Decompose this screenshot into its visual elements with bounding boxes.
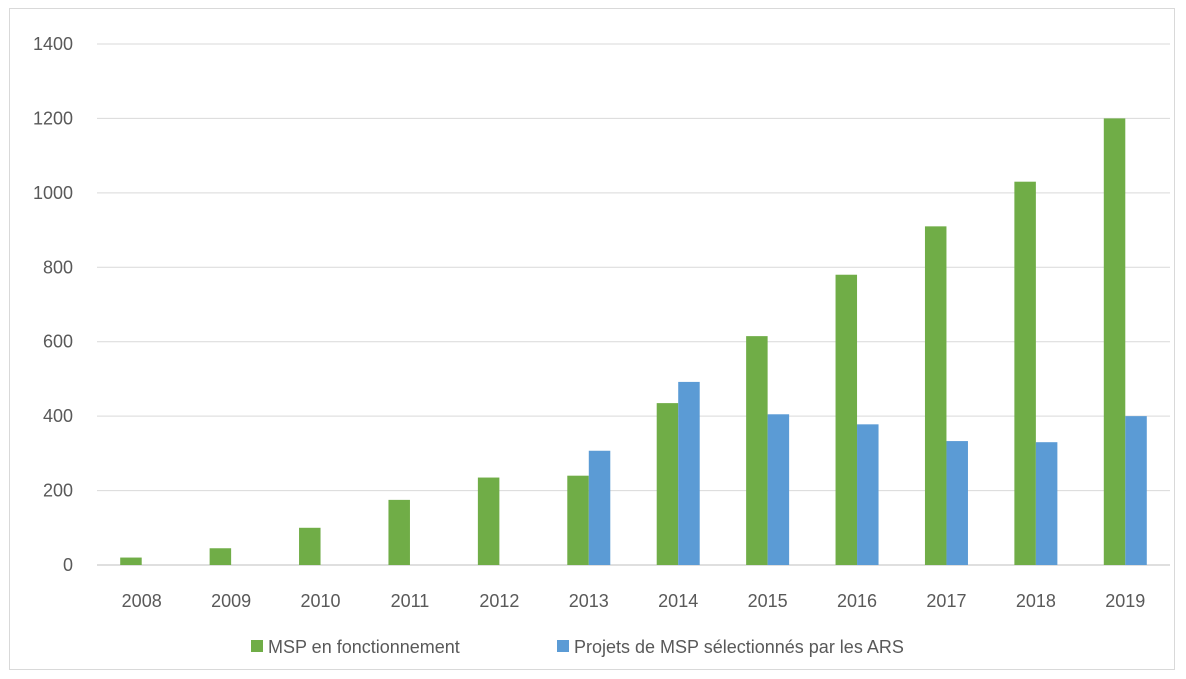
x-tick-label: 2013 — [569, 591, 609, 611]
bar-msp-en-fonctionnement-2016 — [835, 274, 858, 565]
x-tick-label: 2014 — [658, 591, 698, 611]
y-tick-label: 1000 — [33, 183, 73, 203]
bar-projets-msp-ars-2013 — [588, 450, 611, 565]
x-tick-label: 2018 — [1016, 591, 1056, 611]
x-tick-label: 2012 — [479, 591, 519, 611]
y-tick-label: 600 — [43, 332, 73, 352]
legend-swatch-projets-msp-ars — [557, 640, 569, 652]
y-tick-label: 200 — [43, 481, 73, 501]
y-tick-label: 400 — [43, 406, 73, 426]
y-axis-tick-labels: 0 200 400 600 800 1000 1200 1400 — [33, 34, 73, 575]
bar-projets-msp-ars-2014 — [678, 381, 700, 565]
bar-msp-en-fonctionnement-2014 — [656, 403, 679, 565]
y-tick-label: 1400 — [33, 34, 73, 54]
x-tick-label: 2019 — [1105, 591, 1145, 611]
gridlines — [97, 43, 1170, 566]
bar-msp-en-fonctionnement-2019 — [1103, 118, 1126, 565]
bar-projets-msp-ars-2019 — [1125, 416, 1147, 565]
bar-msp-en-fonctionnement-2010 — [299, 527, 321, 565]
y-tick-label: 0 — [63, 555, 73, 575]
bar-msp-en-fonctionnement-2011 — [388, 499, 410, 565]
bar-projets-msp-ars-2017 — [946, 441, 968, 565]
x-tick-label: 2011 — [391, 591, 430, 611]
x-tick-label: 2017 — [926, 591, 966, 611]
bar-msp-en-fonctionnement-2015 — [746, 336, 768, 565]
bars — [120, 118, 1147, 565]
y-tick-label: 1200 — [33, 108, 73, 128]
legend-swatch-msp-en-fonctionnement — [251, 640, 263, 652]
bar-msp-en-fonctionnement-2018 — [1014, 181, 1036, 565]
x-tick-label: 2016 — [837, 591, 877, 611]
legend-label-projets-msp-ars: Projets de MSP sélectionnés par les ARS — [574, 637, 904, 657]
bar-msp-en-fonctionnement-2013 — [567, 475, 589, 565]
bar-projets-msp-ars-2018 — [1035, 442, 1058, 565]
x-tick-label: 2008 — [122, 591, 162, 611]
bar-msp-en-fonctionnement-2017 — [924, 226, 947, 565]
legend: MSP en fonctionnement Projets de MSP séle… — [251, 637, 904, 657]
x-tick-label: 2009 — [211, 591, 251, 611]
bar-projets-msp-ars-2016 — [857, 424, 879, 565]
legend-label-msp-en-fonctionnement: MSP en fonctionnement — [268, 637, 460, 657]
x-tick-label: 2015 — [748, 591, 788, 611]
bar-msp-en-fonctionnement-2012 — [477, 477, 500, 565]
bar-projets-msp-ars-2015 — [767, 414, 790, 565]
x-axis-tick-labels: 2008 2009 2010 2011 2012 2013 2014 2015 2016 2017… — [122, 591, 1146, 611]
y-tick-label: 800 — [43, 257, 73, 277]
bar-msp-en-fonctionnement-2008 — [120, 557, 142, 565]
x-tick-label: 2010 — [301, 591, 341, 611]
bar-msp-en-fonctionnement-2009 — [209, 548, 232, 565]
